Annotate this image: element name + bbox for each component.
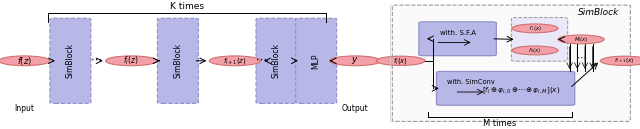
Text: $\cdots$: $\cdots$ bbox=[576, 52, 586, 62]
Text: with. S.F.A: with. S.F.A bbox=[440, 30, 476, 36]
FancyBboxPatch shape bbox=[511, 18, 568, 61]
Text: $y$: $y$ bbox=[351, 55, 359, 66]
Circle shape bbox=[512, 46, 558, 55]
Text: SimBlock: SimBlock bbox=[173, 43, 182, 78]
Text: $\cdots$: $\cdots$ bbox=[255, 53, 267, 63]
Text: $f_{i+1}(x)$: $f_{i+1}(x)$ bbox=[614, 56, 635, 65]
Circle shape bbox=[512, 24, 558, 33]
FancyBboxPatch shape bbox=[392, 5, 630, 121]
Text: M times: M times bbox=[483, 119, 516, 128]
Circle shape bbox=[376, 56, 425, 65]
Text: $f_l(z)$: $f_l(z)$ bbox=[124, 55, 139, 67]
FancyBboxPatch shape bbox=[296, 18, 337, 103]
FancyBboxPatch shape bbox=[419, 22, 497, 56]
Text: $[f_i \oplus \varphi_{i,0}\oplus\!\cdots\!\oplus\varphi_{i,M}](x)$: $[f_i \oplus \varphi_{i,0}\oplus\!\cdots… bbox=[483, 86, 561, 96]
Text: SimBlock: SimBlock bbox=[66, 43, 75, 78]
Circle shape bbox=[106, 56, 157, 66]
Circle shape bbox=[0, 56, 50, 66]
Text: K times: K times bbox=[170, 2, 204, 11]
Text: SimBlock: SimBlock bbox=[272, 43, 281, 78]
Text: $\Gamma_i(x)$: $\Gamma_i(x)$ bbox=[529, 24, 541, 33]
FancyBboxPatch shape bbox=[50, 18, 91, 103]
Text: MLP: MLP bbox=[312, 53, 321, 68]
Text: $\Lambda_i(x)$: $\Lambda_i(x)$ bbox=[528, 46, 542, 55]
Text: $f_i(x)$: $f_i(x)$ bbox=[393, 56, 408, 66]
Text: Output: Output bbox=[342, 104, 369, 113]
Text: Input: Input bbox=[14, 104, 35, 113]
Circle shape bbox=[600, 56, 640, 65]
Circle shape bbox=[330, 56, 381, 66]
Circle shape bbox=[209, 56, 260, 66]
Circle shape bbox=[558, 35, 604, 44]
FancyBboxPatch shape bbox=[157, 18, 198, 103]
Text: with. SimConv: with. SimConv bbox=[447, 79, 494, 85]
Text: SimBlock: SimBlock bbox=[578, 8, 620, 17]
Text: $\cdots$: $\cdots$ bbox=[90, 53, 102, 63]
Text: $M_i(x)$: $M_i(x)$ bbox=[574, 35, 588, 44]
Text: $f(z)$: $f(z)$ bbox=[17, 55, 32, 67]
FancyBboxPatch shape bbox=[436, 71, 575, 105]
FancyBboxPatch shape bbox=[256, 18, 297, 103]
Text: $f_{l+1}(z)$: $f_{l+1}(z)$ bbox=[223, 56, 247, 66]
